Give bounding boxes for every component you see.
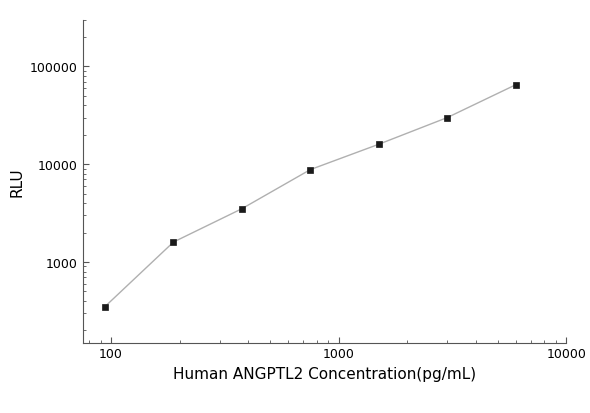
X-axis label: Human ANGPTL2 Concentration(pg/mL): Human ANGPTL2 Concentration(pg/mL): [173, 366, 476, 381]
Y-axis label: RLU: RLU: [9, 167, 24, 197]
